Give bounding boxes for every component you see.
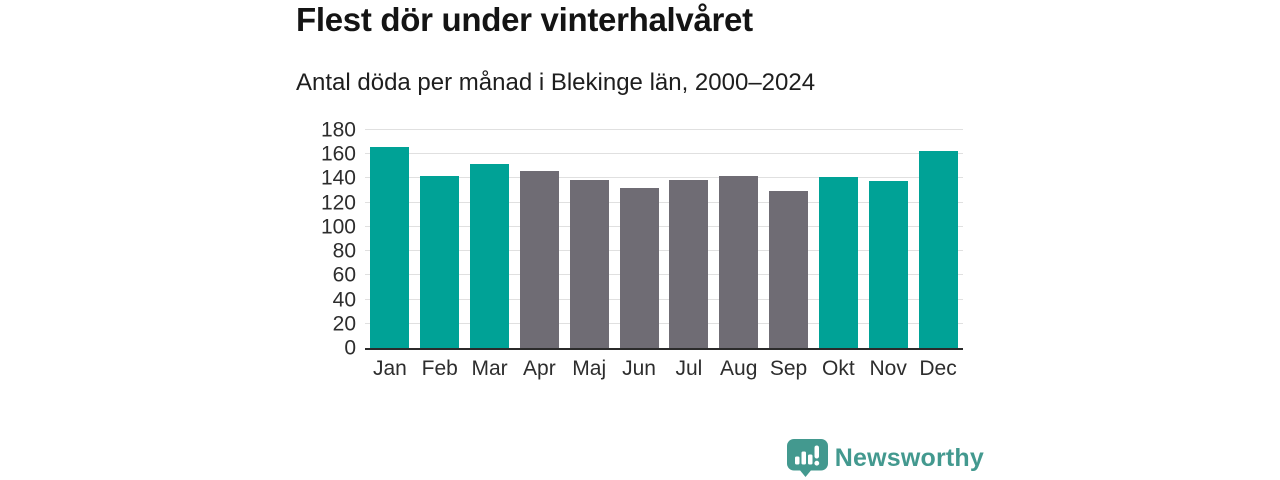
bar-slot bbox=[514, 130, 564, 348]
y-tick-label: 140 bbox=[320, 166, 356, 190]
y-tick-label: 0 bbox=[344, 336, 356, 360]
chart-subtitle: Antal döda per månad i Blekinge län, 200… bbox=[296, 69, 816, 96]
y-tick-label: 160 bbox=[320, 142, 356, 166]
brand-footer: Newsworthy bbox=[786, 439, 984, 477]
bar-slot bbox=[913, 130, 963, 348]
bar-jun bbox=[619, 188, 659, 348]
x-tick-label: Maj bbox=[572, 357, 607, 380]
bar-slot bbox=[863, 130, 913, 348]
y-tick-label: 180 bbox=[320, 118, 356, 142]
bar-aug bbox=[719, 176, 759, 348]
bar-slot bbox=[415, 130, 465, 348]
x-tick-label: Nov bbox=[869, 357, 907, 380]
bar-slot bbox=[465, 130, 515, 348]
bar-slot bbox=[664, 130, 714, 348]
y-tick-label: 40 bbox=[332, 288, 356, 312]
bar-slot bbox=[714, 130, 764, 348]
bar-sep bbox=[769, 190, 809, 348]
x-axis: Jan Feb Mar Apr Maj Jun Jul Aug Sep Okt Nov Dec bbox=[365, 357, 963, 381]
gridline bbox=[365, 298, 963, 300]
bar-slot bbox=[813, 130, 863, 348]
bar-mar bbox=[470, 163, 510, 348]
x-tick-label: Jan bbox=[372, 357, 407, 380]
gridline bbox=[365, 274, 963, 276]
gridline bbox=[365, 177, 963, 179]
y-tick-label: 120 bbox=[320, 191, 356, 215]
bar-chart-speech-bubble-icon bbox=[786, 439, 828, 477]
bar-jan bbox=[370, 146, 410, 348]
x-tick-label: Feb bbox=[421, 357, 458, 380]
bar-feb bbox=[420, 176, 460, 348]
plot-area bbox=[365, 129, 963, 350]
x-tick-label: Jul bbox=[675, 357, 703, 380]
chart-title: Flest dör under vinterhalvåret bbox=[296, 1, 753, 38]
x-tick-label: Apr bbox=[523, 357, 556, 380]
y-tick-label: 100 bbox=[320, 215, 356, 239]
gridline bbox=[365, 129, 963, 130]
x-tick-label: Dec bbox=[919, 357, 957, 380]
y-tick-label: 20 bbox=[332, 312, 356, 336]
bar-slot bbox=[614, 130, 664, 348]
gridline bbox=[365, 225, 963, 227]
bar-maj bbox=[569, 179, 609, 348]
x-tick-label: Mar bbox=[471, 357, 508, 380]
bar-jul bbox=[669, 179, 709, 348]
y-tick-label: 80 bbox=[332, 239, 356, 263]
bar-slot bbox=[365, 130, 415, 348]
grid-layer bbox=[365, 129, 963, 348]
bar-okt bbox=[818, 177, 858, 348]
bar-dec bbox=[918, 150, 958, 348]
x-tick-label: Okt bbox=[822, 357, 855, 380]
gridline bbox=[365, 201, 963, 203]
x-tick-label: Aug bbox=[720, 357, 758, 380]
chart-figure: Flest dör under vinterhalvåret Antal död… bbox=[296, 0, 984, 480]
gridline bbox=[365, 250, 963, 252]
x-tick-label: Sep bbox=[769, 357, 808, 380]
y-axis: 0 20 40 60 80 100 120 140 160 180 bbox=[296, 120, 356, 359]
bar-slot bbox=[764, 130, 814, 348]
bar-apr bbox=[519, 171, 559, 348]
bars-container bbox=[365, 130, 963, 348]
x-tick-label: Jun bbox=[622, 357, 656, 380]
gridline bbox=[365, 153, 963, 155]
bar-nov bbox=[868, 180, 908, 348]
gridline bbox=[365, 322, 963, 324]
y-tick-label: 60 bbox=[332, 263, 356, 287]
bar-slot bbox=[564, 130, 614, 348]
brand-name: Newsworthy bbox=[834, 443, 984, 472]
